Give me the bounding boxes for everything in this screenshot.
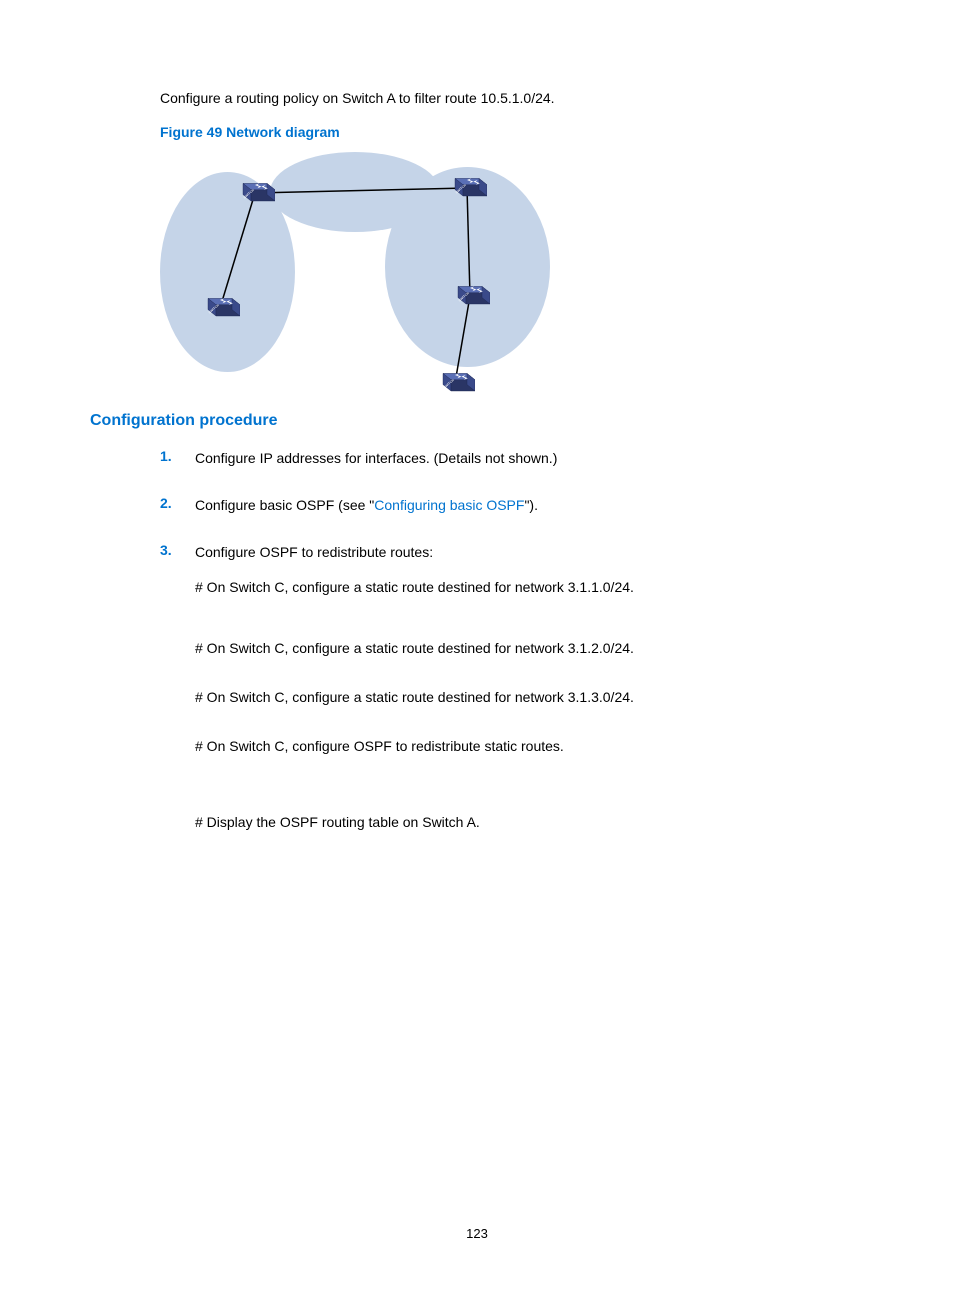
step-number: 2. [160, 495, 195, 530]
switch-icon: SWITCH [235, 177, 275, 209]
step-3: 3. Configure OSPF to redistribute routes… [160, 542, 864, 861]
section-heading: Configuration procedure [90, 412, 864, 430]
step-2: 2. Configure basic OSPF (see "Configurin… [160, 495, 864, 530]
diagram-lines [160, 152, 560, 382]
step-number: 3. [160, 542, 195, 861]
switch-icon: SWITCH [447, 172, 487, 204]
switch-icon: SWITCH [450, 280, 490, 312]
switch-icon: SWITCH [435, 367, 475, 399]
figure-title: Figure 49 Network diagram [160, 124, 864, 140]
step-text: Configure basic OSPF (see "Configuring b… [195, 495, 864, 516]
step-number: 1. [160, 448, 195, 483]
intro-text: Configure a routing policy on Switch A t… [160, 90, 864, 106]
step-intro: Configure OSPF to redistribute routes: [195, 542, 864, 563]
sub-step: # On Switch C, configure OSPF to redistr… [195, 736, 864, 757]
step-text: Configure IP addresses for interfaces. (… [195, 448, 864, 469]
step-prefix: Configure basic OSPF (see " [195, 497, 374, 513]
step-1: 1. Configure IP addresses for interfaces… [160, 448, 864, 483]
steps-list: 1. Configure IP addresses for interfaces… [160, 448, 864, 861]
sub-step: # On Switch C, configure a static route … [195, 638, 864, 659]
switch-icon: SWITCH [200, 292, 240, 324]
network-diagram: SWITCH SWITCH SWITCH SWITCH SWITCH [160, 152, 560, 382]
sub-step: # Display the OSPF routing table on Swit… [195, 812, 864, 833]
sub-step: # On Switch C, configure a static route … [195, 577, 864, 598]
sub-step: # On Switch C, configure a static route … [195, 687, 864, 708]
step-suffix: "). [524, 497, 538, 513]
page-number: 123 [0, 1226, 954, 1241]
link-configuring-ospf[interactable]: Configuring basic OSPF [374, 497, 524, 513]
